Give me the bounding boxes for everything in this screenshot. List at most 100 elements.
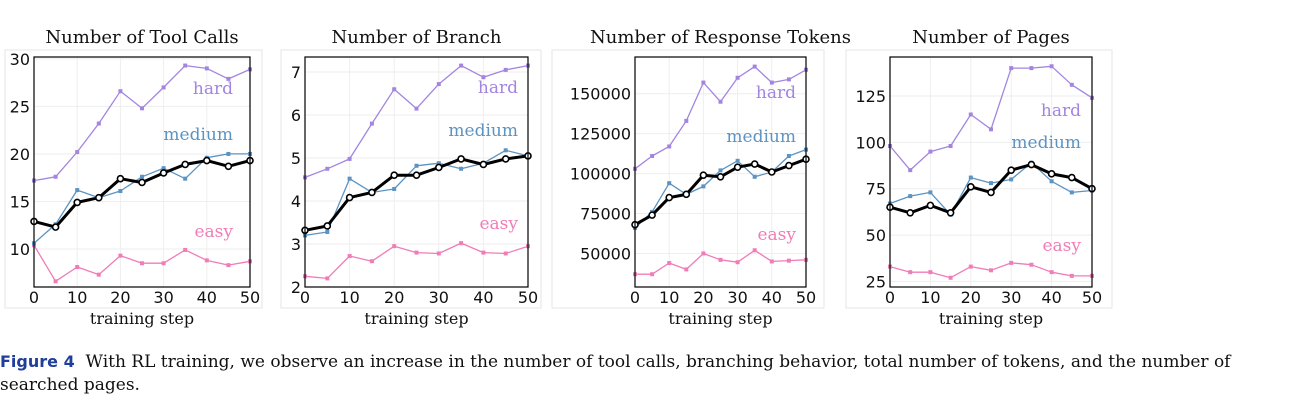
data-point-easy <box>1049 270 1054 275</box>
x-axis-label: training step <box>668 309 772 328</box>
data-point-easy <box>325 276 330 281</box>
data-point-hard <box>347 156 352 161</box>
data-point-medium <box>140 174 144 179</box>
data-point-medium <box>1049 179 1054 184</box>
caption-text: With RL training, we observe an increase… <box>0 352 1231 395</box>
data-point-easy <box>1029 262 1034 267</box>
data-point-hard <box>684 118 689 123</box>
data-point-hard <box>325 166 330 171</box>
data-point-easy <box>1069 273 1074 278</box>
x-tick-label: 40 <box>197 288 217 307</box>
data-point-easy <box>650 272 655 277</box>
data-point-medium <box>503 148 508 153</box>
data-point-hard <box>118 89 123 94</box>
panel-frame <box>551 49 825 309</box>
x-tick-label: 50 <box>796 288 816 307</box>
data-point-medium <box>718 168 723 173</box>
x-axis-label: training step <box>90 309 194 328</box>
y-tick-label: 4 <box>291 192 301 211</box>
data-point-hard <box>503 67 508 72</box>
panel-frame <box>280 49 542 309</box>
data-point-hard <box>908 168 913 173</box>
x-axis-label: training step <box>939 309 1043 328</box>
data-point-medium <box>414 163 419 168</box>
series-label-medium: medium <box>1011 133 1081 153</box>
x-tick-label: 50 <box>1082 288 1102 307</box>
data-point-mean <box>434 163 443 172</box>
data-point-mean <box>665 193 674 202</box>
data-point-easy <box>75 265 80 270</box>
data-point-medium <box>118 189 123 194</box>
data-point-medium <box>989 181 993 186</box>
data-point-easy <box>183 247 188 252</box>
data-point-mean <box>1047 170 1056 178</box>
x-tick-label: 20 <box>384 288 404 307</box>
data-point-mean <box>716 172 725 181</box>
series-label-hard: hard <box>756 83 796 103</box>
data-point-easy <box>53 279 58 284</box>
series-label-medium: medium <box>726 127 796 147</box>
x-tick-label: 0 <box>300 288 310 307</box>
series-label-hard: hard <box>1041 101 1081 121</box>
data-point-mean <box>682 190 691 199</box>
data-point-medium <box>928 190 933 195</box>
y-tick-label: 3 <box>291 235 301 254</box>
plot-axes-box <box>304 56 529 288</box>
data-point-mean <box>159 169 168 177</box>
data-point-hard <box>75 150 80 155</box>
data-point-mean <box>946 209 955 217</box>
data-point-mean <box>501 155 510 163</box>
data-point-medium <box>226 151 231 156</box>
data-point-easy <box>459 241 464 246</box>
data-point-hard <box>968 112 973 117</box>
data-point-hard <box>481 75 486 80</box>
data-point-easy <box>414 250 419 255</box>
data-point-medium <box>459 166 464 171</box>
data-point-hard <box>1049 64 1054 69</box>
y-tick-label: 5 <box>291 149 301 168</box>
data-point-hard <box>53 174 58 179</box>
data-point-mean <box>73 198 81 207</box>
x-tick-label: 0 <box>885 288 895 307</box>
data-point-medium <box>735 158 740 163</box>
data-point-hard <box>1009 66 1014 71</box>
y-tick-label: 50000 <box>580 244 631 263</box>
data-point-medium <box>908 194 913 199</box>
data-point-easy <box>347 254 352 259</box>
chart-panel-2: easy medium hard 0 10 20 30 40 50 2 3 4 5 6 7 Number of… <box>280 27 542 328</box>
x-tick-label: 40 <box>762 288 782 307</box>
y-tick-label: 10 <box>10 240 30 259</box>
plot-axes-box <box>634 56 807 288</box>
data-point-hard <box>436 82 441 87</box>
data-point-hard <box>161 85 166 90</box>
data-point-medium <box>161 166 166 171</box>
data-point-mean <box>906 209 915 217</box>
x-tick-label: 20 <box>110 288 130 307</box>
data-point-hard <box>650 154 655 159</box>
data-point-easy <box>1009 260 1014 265</box>
data-point-hard <box>369 121 374 126</box>
figure-caption: Figure 4 With RL training, we observe an… <box>0 350 1290 397</box>
data-point-easy <box>226 263 231 268</box>
data-point-mean <box>1027 160 1036 169</box>
data-point-easy <box>204 258 209 263</box>
data-point-mean <box>987 188 995 197</box>
data-point-medium <box>1009 177 1014 182</box>
y-tick-label: 100000 <box>570 165 631 184</box>
series-line-hard <box>634 65 807 170</box>
data-point-hard <box>718 99 723 104</box>
x-tick-label: 50 <box>518 288 538 307</box>
x-tick-label: 40 <box>1041 288 1061 307</box>
data-point-easy <box>667 261 672 266</box>
data-point-hard <box>96 121 101 126</box>
data-point-hard <box>989 127 993 132</box>
data-point-hard <box>786 77 791 82</box>
data-point-hard <box>204 66 209 71</box>
chart-title: Number of Response Tokens <box>590 27 851 48</box>
data-point-hard <box>140 106 144 111</box>
data-point-easy <box>436 251 441 256</box>
data-point-hard <box>226 76 231 81</box>
data-point-easy <box>369 259 374 264</box>
data-point-mean <box>138 178 146 187</box>
